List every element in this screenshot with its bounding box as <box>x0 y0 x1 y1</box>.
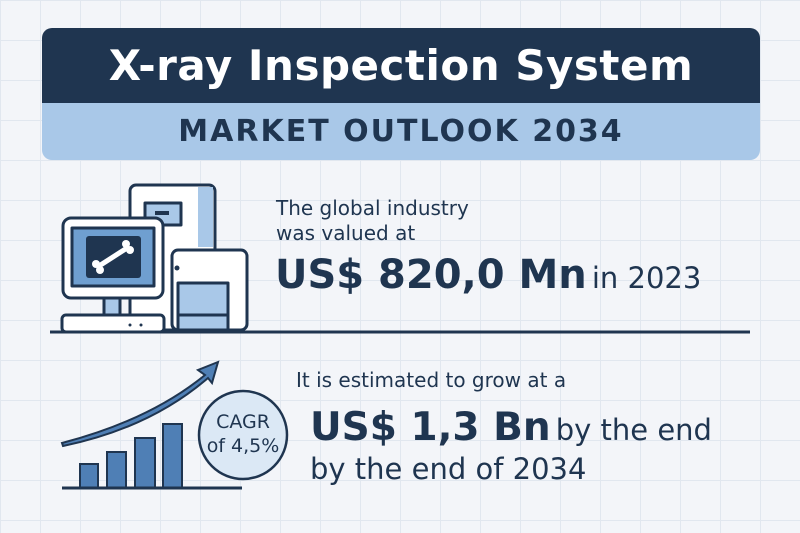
forecast-intro: It is estimated to grow at a <box>296 368 567 392</box>
xray-machine-icon <box>60 183 249 334</box>
cagr-label: CAGR <box>216 411 270 433</box>
valuation-figure: US$ 820,0 Mn in 2023 <box>275 252 701 298</box>
cagr-text: CAGR of 4,5% <box>199 410 287 458</box>
cagr-value: of 4,5% <box>206 435 280 457</box>
valuation-line1: The global industry <box>276 196 469 220</box>
cagr-badge <box>197 389 289 481</box>
growth-chart-icon <box>60 360 242 490</box>
bar <box>106 451 127 489</box>
valuation-line2: was valued at <box>276 221 416 245</box>
growth-arrow <box>60 360 220 448</box>
bar <box>79 463 99 489</box>
title-banner: X-ray Inspection System MARKET OUTLOOK 2… <box>42 28 760 160</box>
valuation-intro: The global industry was valued at <box>276 196 469 246</box>
bar <box>134 437 156 489</box>
page-title: X-ray Inspection System <box>42 28 760 103</box>
forecast-figure: US$ 1,3 Bn by the end <box>310 405 712 450</box>
forecast-year: by the end of 2034 <box>310 452 587 486</box>
forecast-value: US$ 1,3 Bn <box>310 405 551 450</box>
forecast-suffix: by the end <box>555 413 712 447</box>
bar <box>162 423 183 489</box>
valuation-value: US$ 820,0 Mn <box>275 252 587 298</box>
page-subtitle: MARKET OUTLOOK 2034 <box>42 103 760 160</box>
valuation-year: in 2023 <box>591 261 702 295</box>
